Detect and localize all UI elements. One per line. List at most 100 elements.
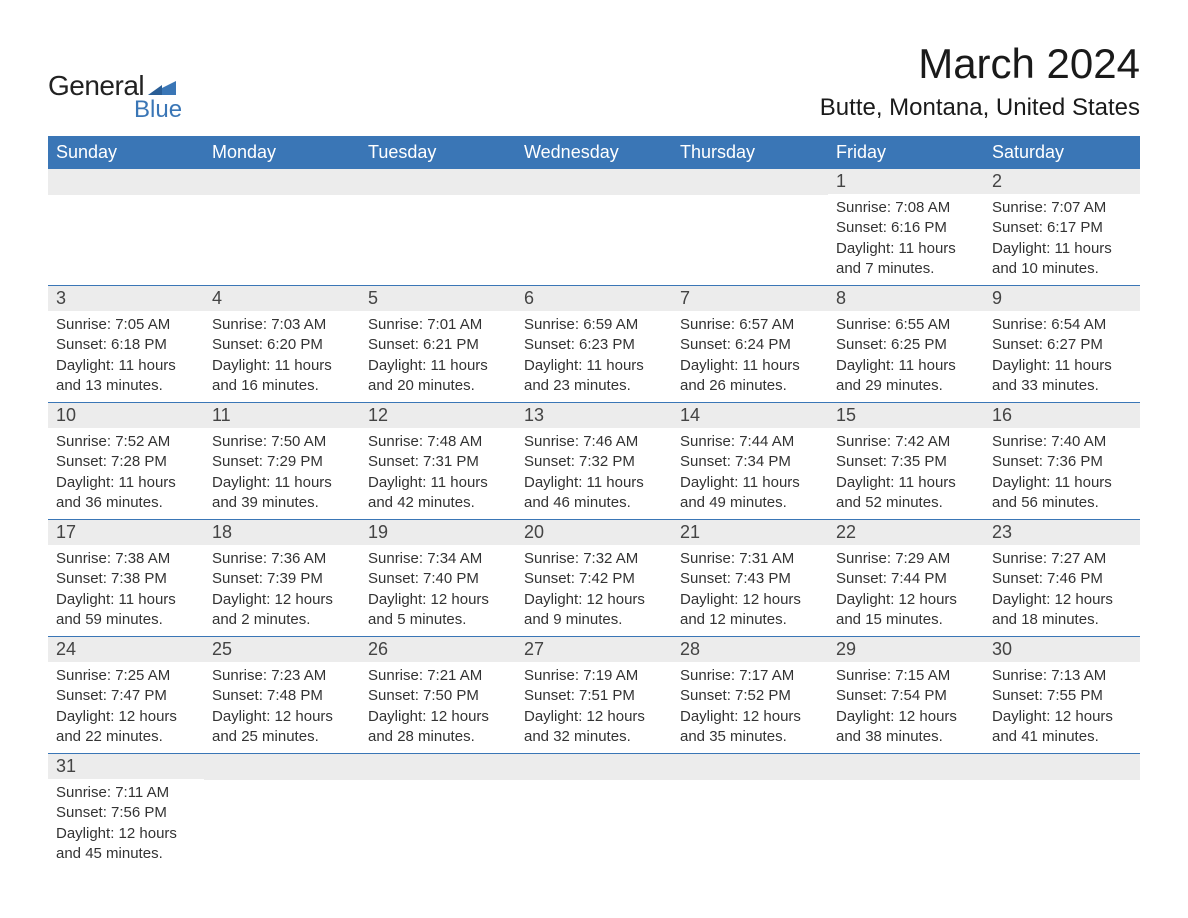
- day-cell: 21Sunrise: 7:31 AMSunset: 7:43 PMDayligh…: [672, 520, 828, 636]
- day-body: Sunrise: 7:07 AMSunset: 6:17 PMDaylight:…: [984, 194, 1140, 285]
- day-cell: 19Sunrise: 7:34 AMSunset: 7:40 PMDayligh…: [360, 520, 516, 636]
- sunset-line: Sunset: 7:50 PM: [368, 686, 508, 706]
- sunset-line: Sunset: 7:36 PM: [992, 452, 1132, 472]
- week-row: 1Sunrise: 7:08 AMSunset: 6:16 PMDaylight…: [48, 169, 1140, 285]
- day-cell: 25Sunrise: 7:23 AMSunset: 7:48 PMDayligh…: [204, 637, 360, 753]
- empty-day-header: [516, 169, 672, 195]
- day-number: 16: [984, 403, 1140, 428]
- sunrise-line: Sunrise: 7:15 AM: [836, 666, 976, 686]
- day-number: 18: [204, 520, 360, 545]
- day-body: Sunrise: 7:48 AMSunset: 7:31 PMDaylight:…: [360, 428, 516, 519]
- page-title: March 2024: [820, 40, 1140, 88]
- day-number: 24: [48, 637, 204, 662]
- day-number: 26: [360, 637, 516, 662]
- day-cell: 24Sunrise: 7:25 AMSunset: 7:47 PMDayligh…: [48, 637, 204, 753]
- sunrise-line: Sunrise: 7:32 AM: [524, 549, 664, 569]
- sunset-line: Sunset: 7:56 PM: [56, 803, 196, 823]
- sunrise-line: Sunrise: 6:59 AM: [524, 315, 664, 335]
- day-cell: 22Sunrise: 7:29 AMSunset: 7:44 PMDayligh…: [828, 520, 984, 636]
- sunrise-line: Sunrise: 6:55 AM: [836, 315, 976, 335]
- daylight-line: Daylight: 12 hours and 9 minutes.: [524, 590, 664, 631]
- daylight-line: Daylight: 11 hours and 23 minutes.: [524, 356, 664, 397]
- day-cell: 16 Sunrise: 7:40 AMSunset: 7:36 PMDayligh…: [984, 403, 1140, 519]
- day-body: Sunrise: 7:13 AMSunset: 7:55 PMDaylight:…: [984, 662, 1140, 753]
- day-cell: 17Sunrise: 7:38 AMSunset: 7:38 PMDayligh…: [48, 520, 204, 636]
- day-cell: 13Sunrise: 7:46 AMSunset: 7:32 PMDayligh…: [516, 403, 672, 519]
- sunset-line: Sunset: 7:48 PM: [212, 686, 352, 706]
- sunset-line: Sunset: 7:29 PM: [212, 452, 352, 472]
- empty-day-header: [360, 754, 516, 780]
- daylight-line: Daylight: 12 hours and 12 minutes.: [680, 590, 820, 631]
- day-body: Sunrise: 7:38 AMSunset: 7:38 PMDaylight:…: [48, 545, 204, 636]
- daylight-line: Daylight: 12 hours and 5 minutes.: [368, 590, 508, 631]
- sunrise-line: Sunrise: 7:27 AM: [992, 549, 1132, 569]
- empty-day-header: [204, 169, 360, 195]
- week-row: 3Sunrise: 7:05 AMSunset: 6:18 PMDaylight…: [48, 285, 1140, 402]
- day-number: 3: [48, 286, 204, 311]
- day-body: Sunrise: 7:01 AMSunset: 6:21 PMDaylight:…: [360, 311, 516, 402]
- daylight-line: Daylight: 12 hours and 41 minutes.: [992, 707, 1132, 748]
- sunset-line: Sunset: 7:55 PM: [992, 686, 1132, 706]
- day-cell: [204, 754, 360, 870]
- day-number: 29: [828, 637, 984, 662]
- daylight-line: Daylight: 12 hours and 45 minutes.: [56, 824, 196, 865]
- daylight-line: Daylight: 11 hours and 52 minutes.: [836, 473, 976, 514]
- sunrise-line: Sunrise: 7:48 AM: [368, 432, 508, 452]
- daylight-line: Daylight: 11 hours and 36 minutes.: [56, 473, 196, 514]
- day-cell: 12Sunrise: 7:48 AMSunset: 7:31 PMDayligh…: [360, 403, 516, 519]
- sunrise-line: Sunrise: 7:44 AM: [680, 432, 820, 452]
- day-number: 27: [516, 637, 672, 662]
- week-row: 17Sunrise: 7:38 AMSunset: 7:38 PMDayligh…: [48, 519, 1140, 636]
- sunset-line: Sunset: 7:52 PM: [680, 686, 820, 706]
- day-number: 7: [672, 286, 828, 311]
- day-body: Sunrise: 7:34 AMSunset: 7:40 PMDaylight:…: [360, 545, 516, 636]
- sunrise-line: Sunrise: 7:50 AM: [212, 432, 352, 452]
- day-cell: [984, 754, 1140, 870]
- day-number: 1: [828, 169, 984, 194]
- daylight-line: Daylight: 11 hours and 39 minutes.: [212, 473, 352, 514]
- day-cell: 10Sunrise: 7:52 AMSunset: 7:28 PMDayligh…: [48, 403, 204, 519]
- sunrise-line: Sunrise: 7:23 AM: [212, 666, 352, 686]
- empty-day-header: [48, 169, 204, 195]
- day-cell: 30Sunrise: 7:13 AMSunset: 7:55 PMDayligh…: [984, 637, 1140, 753]
- empty-day-header: [984, 754, 1140, 780]
- sunset-line: Sunset: 6:24 PM: [680, 335, 820, 355]
- day-number: 12: [360, 403, 516, 428]
- day-body: Sunrise: 6:55 AMSunset: 6:25 PMDaylight:…: [828, 311, 984, 402]
- daylight-line: Daylight: 12 hours and 18 minutes.: [992, 590, 1132, 631]
- daylight-line: Daylight: 11 hours and 10 minutes.: [992, 239, 1132, 280]
- sunset-line: Sunset: 6:27 PM: [992, 335, 1132, 355]
- weekday-header-cell: Friday: [828, 136, 984, 169]
- day-number: 23: [984, 520, 1140, 545]
- empty-day-header: [672, 754, 828, 780]
- sunset-line: Sunset: 7:32 PM: [524, 452, 664, 472]
- brand-mark-icon: [148, 77, 176, 95]
- day-number: 5: [360, 286, 516, 311]
- day-cell: 20Sunrise: 7:32 AMSunset: 7:42 PMDayligh…: [516, 520, 672, 636]
- day-number: 15: [828, 403, 984, 428]
- sunset-line: Sunset: 7:38 PM: [56, 569, 196, 589]
- day-cell: 31Sunrise: 7:11 AMSunset: 7:56 PMDayligh…: [48, 754, 204, 870]
- day-number: 14: [672, 403, 828, 428]
- sunrise-line: Sunrise: 6:57 AM: [680, 315, 820, 335]
- day-body: Sunrise: 6:57 AMSunset: 6:24 PMDaylight:…: [672, 311, 828, 402]
- day-cell: 7Sunrise: 6:57 AMSunset: 6:24 PMDaylight…: [672, 286, 828, 402]
- day-cell: 5Sunrise: 7:01 AMSunset: 6:21 PMDaylight…: [360, 286, 516, 402]
- daylight-line: Daylight: 11 hours and 29 minutes.: [836, 356, 976, 397]
- weekday-header-cell: Thursday: [672, 136, 828, 169]
- sunrise-line: Sunrise: 7:40 AM: [992, 432, 1132, 452]
- sunset-line: Sunset: 7:34 PM: [680, 452, 820, 472]
- day-number: 22: [828, 520, 984, 545]
- day-cell: 4Sunrise: 7:03 AMSunset: 6:20 PMDaylight…: [204, 286, 360, 402]
- brand-word-2: Blue: [134, 96, 182, 124]
- sunset-line: Sunset: 6:20 PM: [212, 335, 352, 355]
- sunset-line: Sunset: 6:25 PM: [836, 335, 976, 355]
- day-body: Sunrise: 6:54 AMSunset: 6:27 PMDaylight:…: [984, 311, 1140, 402]
- daylight-line: Daylight: 11 hours and 7 minutes.: [836, 239, 976, 280]
- day-cell: 8Sunrise: 6:55 AMSunset: 6:25 PMDaylight…: [828, 286, 984, 402]
- day-body: Sunrise: 7:11 AMSunset: 7:56 PMDaylight:…: [48, 779, 204, 870]
- sunrise-line: Sunrise: 7:01 AM: [368, 315, 508, 335]
- sunset-line: Sunset: 7:47 PM: [56, 686, 196, 706]
- day-cell: 18Sunrise: 7:36 AMSunset: 7:39 PMDayligh…: [204, 520, 360, 636]
- daylight-line: Daylight: 11 hours and 56 minutes.: [992, 473, 1132, 514]
